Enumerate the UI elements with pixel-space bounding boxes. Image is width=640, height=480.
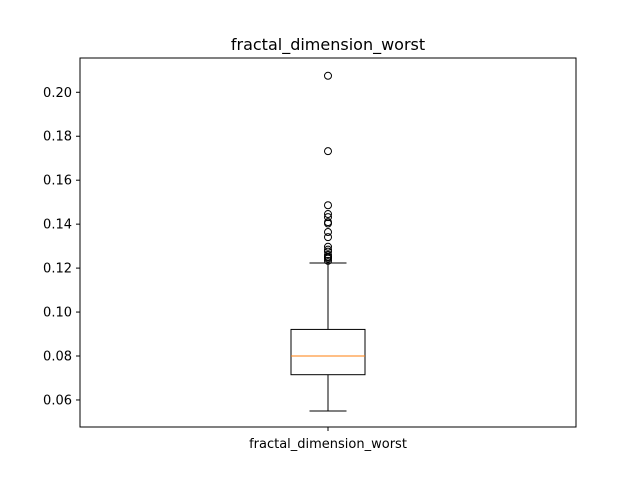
outlier-point [324, 201, 332, 210]
y-tick-label: 0.10 [43, 306, 72, 321]
outlier-point [324, 233, 332, 242]
y-tick-label: 0.18 [43, 130, 72, 145]
outlier-point [324, 254, 332, 263]
box-plot [290, 71, 366, 412]
outlier-point [324, 210, 332, 219]
y-tick-label: 0.20 [43, 86, 72, 101]
x-tick-label: fractal_dimension_worst [249, 437, 407, 452]
y-tick-label: 0.06 [43, 393, 72, 408]
x-axis: fractal_dimension_worst [249, 427, 407, 452]
y-tick-label: 0.16 [43, 174, 72, 189]
outlier-point [324, 71, 332, 80]
chart-title: fractal_dimension_worst [231, 35, 425, 55]
y-tick-label: 0.08 [43, 350, 72, 365]
outlier-point [324, 213, 332, 222]
outlier-point [324, 219, 332, 228]
y-tick-label: 0.14 [43, 218, 72, 233]
plot-area [79, 57, 577, 428]
outlier-point [324, 147, 332, 156]
y-axis: 0.06 0.08 0.10 0.12 0.14 0.16 0.18 0.20 [43, 86, 80, 408]
iqr-box [290, 328, 366, 376]
outlier-point [324, 256, 332, 265]
outlier-point [324, 242, 332, 251]
y-tick-label: 0.12 [43, 262, 72, 277]
outlier-point [324, 228, 332, 237]
